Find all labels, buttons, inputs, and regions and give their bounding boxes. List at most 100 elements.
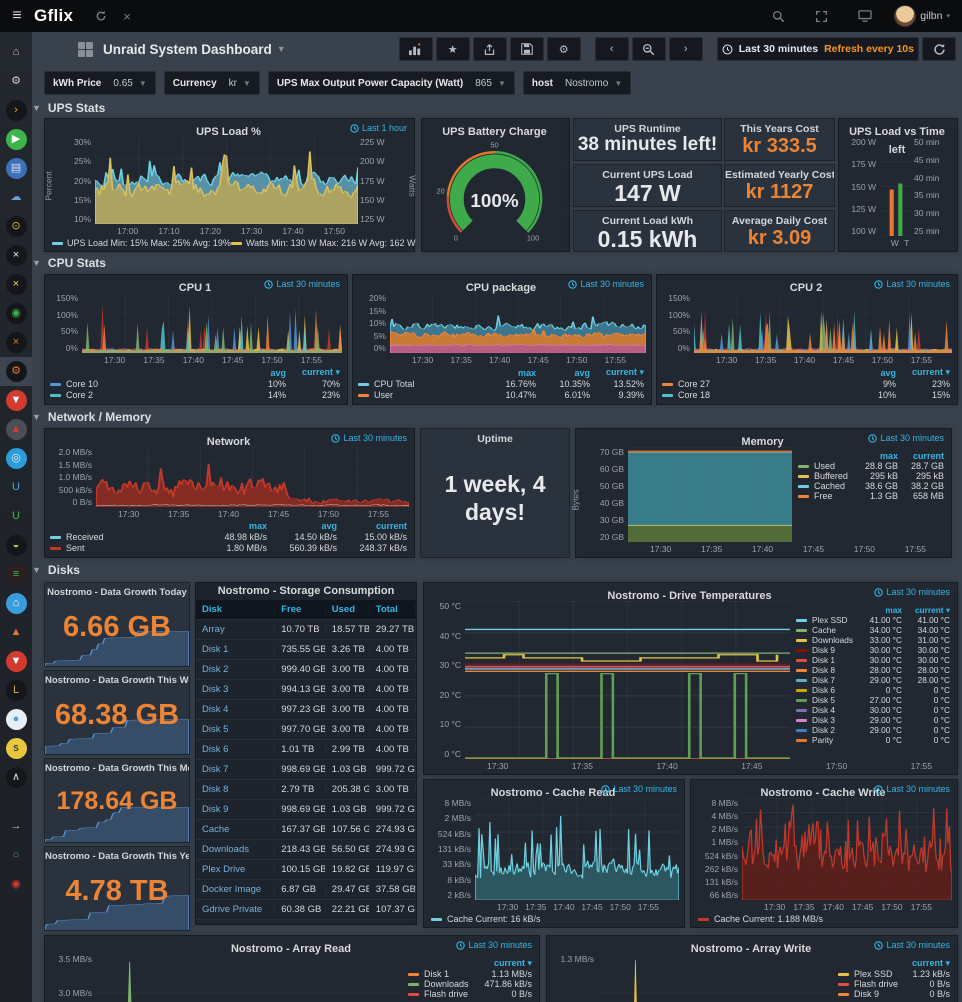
sidebar-item-app-blue-circle[interactable]: ◎ [0, 444, 32, 473]
panel-title[interactable]: This Years Cost [740, 123, 819, 135]
sidebar-item-app-pihole[interactable]: ◉ [0, 870, 32, 899]
legend-series[interactable]: Disk 5 [796, 695, 854, 705]
table-col-header[interactable]: Total [370, 604, 416, 615]
section-network-memory[interactable]: ▼ Network / Memory [32, 410, 152, 424]
legend-series[interactable]: Cache [796, 625, 854, 635]
legend-series[interactable]: UPS Load Min: 15% Max: 25% Avg: 19% [52, 238, 231, 248]
share-button[interactable] [472, 37, 507, 61]
legend-series[interactable]: Cache Current: 16 kB/s [431, 914, 541, 924]
legend-series[interactable]: Disk 6 [796, 685, 854, 695]
legend-series[interactable]: Parity [796, 735, 854, 745]
zoom-out-button[interactable] [631, 37, 666, 61]
sidebar-item-app-red-gray[interactable]: ▲ [0, 415, 32, 444]
panel-title[interactable]: Nostromo - Data Growth This Month [45, 763, 189, 774]
section-cpu-stats[interactable]: ▼ CPU Stats [32, 256, 106, 270]
legend-series[interactable]: Core 27 [662, 379, 842, 389]
panel-title[interactable]: UPS Battery Charge [442, 126, 547, 138]
panel-title[interactable]: UPS Runtime [614, 123, 681, 135]
variable-0[interactable]: kWh Price 0.65 ▼ [44, 71, 156, 95]
legend-col-header[interactable]: current ▾ [301, 367, 340, 377]
panel-title[interactable]: CPU package [465, 282, 537, 294]
panel-title[interactable]: Nostromo - Cache Read [490, 787, 616, 799]
panel-title[interactable]: CPU 1 [178, 282, 212, 294]
legend-series[interactable]: Flash drive [838, 979, 898, 989]
legend-col-header[interactable]: current ▾ [493, 958, 532, 968]
sidebar-item-app-github[interactable]: ○ [0, 841, 32, 870]
sidebar-item-app-sub[interactable]: s [0, 734, 32, 763]
add-panel-button[interactable] [398, 37, 433, 61]
legend-col-header[interactable]: avg [321, 521, 337, 531]
legend-series[interactable]: Disk 2 [796, 725, 854, 735]
sidebar-item-app-orange-x[interactable]: × [0, 328, 32, 357]
sidebar-item-app-lazy[interactable]: L [0, 676, 32, 705]
legend-series[interactable]: Disk 4 [796, 705, 854, 715]
section-ups-stats[interactable]: ▼ UPS Stats [32, 101, 106, 115]
save-button[interactable] [509, 37, 544, 61]
panel-title[interactable]: Nostromo - Cache Write [760, 787, 886, 799]
legend-col-header[interactable]: current ▾ [911, 958, 950, 968]
table-col-header[interactable]: Disk [196, 604, 276, 615]
panel-title[interactable]: UPS Load % [196, 126, 261, 138]
panel-title[interactable]: UPS Load vs Time left [849, 126, 945, 156]
sidebar-item-app-blue-media[interactable]: ▤ [0, 154, 32, 183]
legend-series[interactable]: CPU Total [358, 379, 482, 389]
panel-title[interactable]: Uptime [477, 433, 513, 445]
panel-title[interactable]: CPU 2 [789, 282, 823, 294]
sidebar-item-app-home-assistant[interactable]: ⌂ [0, 589, 32, 618]
legend-series[interactable]: Received [50, 532, 197, 542]
variable-1[interactable]: Currency kr ▼ [163, 71, 260, 95]
sidebar-item-app-green-circle[interactable]: ◉ [0, 299, 32, 328]
legend-series[interactable]: Disk 7 [796, 675, 854, 685]
legend-series[interactable]: Cache Current: 1.188 MB/s [698, 914, 823, 924]
legend-series[interactable]: Buffered [798, 471, 852, 481]
sidebar-item-app-gitlab[interactable]: ▲ [0, 618, 32, 647]
panel-title[interactable]: Estimated Yearly Cost [725, 169, 835, 181]
legend-col-header[interactable]: max [248, 521, 267, 531]
legend-col-header[interactable]: current ▾ [605, 367, 644, 377]
legend-col-header[interactable]: avg [574, 367, 590, 378]
panel-title[interactable]: Nostromo - Data Growth Today [47, 587, 187, 598]
sidebar-item-sign-out[interactable]: → [0, 812, 32, 841]
legend-series[interactable]: Plex SSD [838, 969, 896, 979]
panel-title[interactable]: Current Load kWh [602, 215, 693, 227]
legend-col-header[interactable]: max [517, 367, 536, 378]
user-menu[interactable]: gilbn ▾ [894, 5, 950, 27]
sidebar-item-app-water-drop[interactable]: ● [0, 705, 32, 734]
time-back-button[interactable]: ‹ [594, 37, 629, 61]
sidebar-item-app-green-play[interactable]: ▶ [0, 125, 32, 154]
search-icon[interactable] [772, 10, 785, 23]
legend-series[interactable]: Disk 1 [408, 969, 470, 979]
panel-title[interactable]: Current UPS Load [602, 169, 693, 181]
time-range-picker[interactable]: Last 30 minutes Refresh every 10s [716, 37, 919, 61]
table-col-header[interactable]: Free [275, 604, 326, 615]
panel-title[interactable]: Nostromo - Drive Temperatures [607, 590, 772, 602]
legend-series[interactable]: Disk 3 [796, 715, 854, 725]
legend-col-header[interactable]: current ▾ [914, 605, 950, 615]
section-disks[interactable]: ▼ Disks [32, 563, 80, 577]
sidebar-item-app-shield-red[interactable]: ▼ [0, 386, 32, 415]
dashboard-title-caret-icon[interactable]: ▼ [276, 44, 286, 54]
fullscreen-icon[interactable] [815, 10, 828, 23]
panel-title[interactable]: Average Daily Cost [731, 215, 828, 227]
legend-series[interactable]: Plex SSD [796, 615, 854, 625]
dashboard-title[interactable]: Unraid System Dashboard [103, 41, 272, 57]
legend-series[interactable]: Disk 9 [796, 645, 854, 655]
panel-title[interactable]: Nostromo - Array Read [230, 943, 351, 955]
legend-series[interactable]: User [358, 390, 482, 400]
sidebar-item-home[interactable]: ⌂ [0, 38, 32, 67]
legend-col-header[interactable]: max [885, 605, 902, 615]
variable-2[interactable]: UPS Max Output Power Capacity (Watt) 865 ▼ [267, 71, 515, 95]
legend-series[interactable]: Watts Min: 130 W Max: 216 W Avg: 162 W [230, 238, 416, 248]
sidebar-item-app-ubiquiti[interactable]: U [0, 473, 32, 502]
panel-title[interactable]: Memory [741, 436, 784, 448]
legend-series[interactable]: Disk 8 [796, 665, 854, 675]
sidebar-item-app-cross-dark[interactable]: × [0, 241, 32, 270]
legend-series[interactable]: Core 18 [662, 390, 842, 400]
sidebar-item-app-cross-yellow[interactable]: × [0, 270, 32, 299]
legend-series[interactable]: Flash drive [408, 989, 470, 999]
sidebar-item-app-green-u[interactable]: U [0, 502, 32, 531]
sidebar-item-app-search[interactable]: ⊙ [0, 212, 32, 241]
table-col-header[interactable]: Used [326, 604, 370, 615]
legend-series[interactable]: Disk 1 [796, 655, 854, 665]
legend-series[interactable]: Used [798, 461, 852, 471]
